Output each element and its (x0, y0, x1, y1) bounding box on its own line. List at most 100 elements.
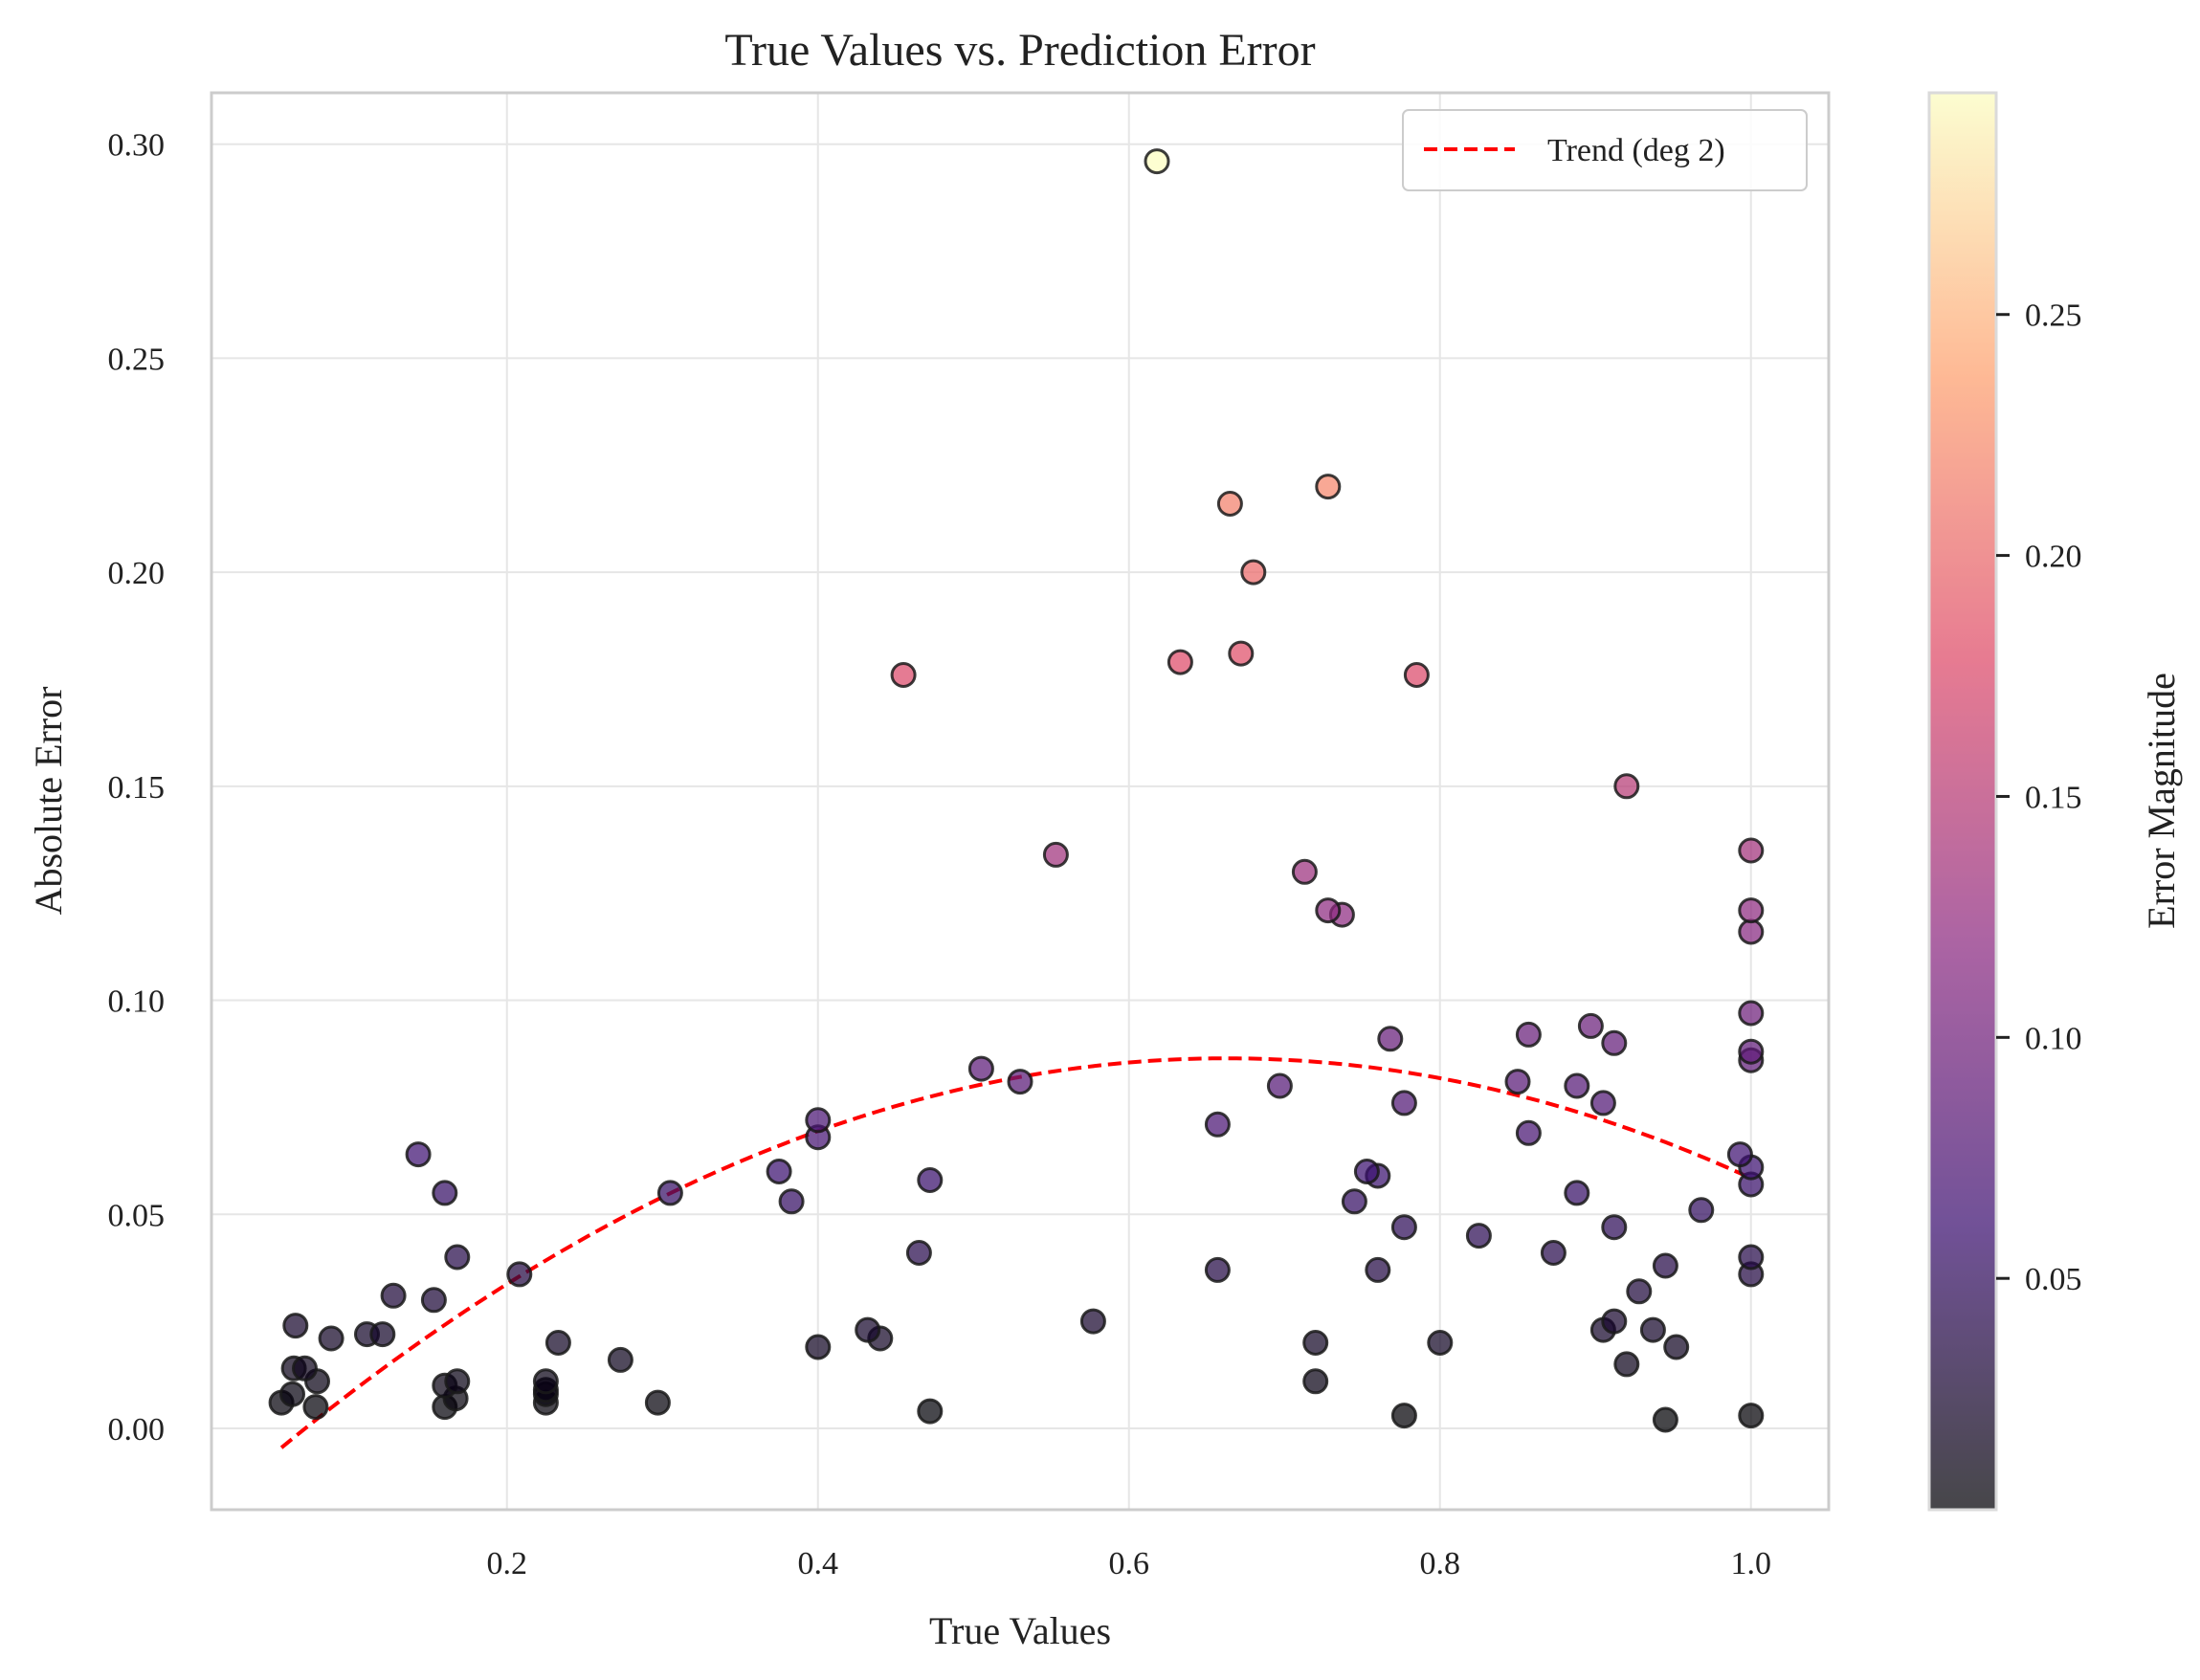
x-tick-label: 0.6 (1109, 1546, 1150, 1581)
data-point (1341, 1188, 1367, 1215)
data-point (1577, 1012, 1604, 1039)
legend-entry-trend: Trend (deg 2) (1547, 133, 1725, 168)
x-tick-label: 0.4 (798, 1546, 839, 1581)
data-point (279, 1381, 305, 1407)
data-point (1540, 1240, 1567, 1266)
colorbar: 0.05 0.10 0.15 0.20 0.25 Error Magnitude (1927, 91, 2183, 1512)
data-point (1564, 1072, 1590, 1099)
data-point (607, 1346, 633, 1373)
x-tick-label: 1.0 (1731, 1546, 1772, 1581)
data-point (917, 1167, 944, 1193)
colorbar-tick-label: 0.10 (2025, 1021, 2082, 1056)
data-point (544, 1330, 571, 1356)
x-axis-title: True Values (929, 1609, 1111, 1652)
colorbar-tick-label: 0.20 (2025, 540, 2082, 575)
data-point (1302, 1368, 1329, 1395)
data-point (1427, 1330, 1454, 1356)
data-point (1515, 1119, 1542, 1146)
colorbar-ticks: 0.05 0.10 0.15 0.20 0.25 (1996, 298, 2082, 1297)
data-point (1144, 148, 1170, 175)
data-point (1240, 559, 1267, 586)
data-point (292, 1355, 318, 1382)
data-point (282, 1313, 309, 1339)
data-point (302, 1394, 329, 1421)
data-point (1589, 1090, 1616, 1116)
y-tick-label: 0.15 (108, 770, 166, 806)
data-point (432, 1180, 458, 1206)
x-tick-label: 0.8 (1420, 1546, 1461, 1581)
colorbar-gradient (1927, 91, 1998, 1512)
data-point (805, 1107, 832, 1134)
data-point (1403, 662, 1430, 688)
y-tick-label: 0.20 (108, 556, 166, 591)
data-point (1228, 640, 1255, 667)
data-point (1007, 1069, 1033, 1095)
data-point (1266, 1072, 1293, 1099)
data-point (1738, 1000, 1765, 1027)
x-tick-label: 0.2 (487, 1546, 528, 1581)
data-point (1390, 1090, 1417, 1116)
points-layer (268, 148, 1765, 1433)
data-point (1302, 1330, 1329, 1356)
data-point (644, 1389, 671, 1416)
data-point (1365, 1256, 1391, 1283)
colorbar-tick-label: 0.25 (2025, 298, 2082, 334)
y-tick-label: 0.30 (108, 128, 166, 164)
grid (211, 93, 1829, 1510)
data-point (1515, 1021, 1542, 1048)
data-point (405, 1141, 432, 1168)
colorbar-tick-label: 0.05 (2025, 1262, 2082, 1297)
data-point (1738, 837, 1765, 864)
plot-frame (210, 91, 1831, 1512)
data-point (1726, 1141, 1753, 1168)
data-point (1688, 1197, 1715, 1224)
data-point (1626, 1278, 1653, 1305)
data-point (1738, 1244, 1765, 1271)
data-point (532, 1368, 559, 1395)
colorbar-title: Error Magnitude (2140, 673, 2183, 929)
data-point (890, 662, 917, 688)
data-point (1291, 858, 1318, 885)
legend-box (1402, 109, 1808, 191)
data-point (380, 1282, 407, 1309)
data-point (656, 1180, 683, 1206)
data-point (1042, 841, 1069, 868)
data-point (1613, 1351, 1640, 1378)
y-axis-ticks: 0.00 0.05 0.10 0.15 0.20 0.25 0.30 (108, 128, 166, 1448)
data-point (1390, 1403, 1417, 1429)
y-tick-label: 0.05 (108, 1198, 166, 1233)
data-point (1613, 773, 1640, 800)
data-point (766, 1159, 792, 1184)
trend-line (279, 1056, 1752, 1449)
legend: Trend (deg 2) (1402, 109, 1808, 191)
data-point (805, 1334, 832, 1360)
x-axis-ticks: 0.2 0.4 0.6 0.8 1.0 (487, 1546, 1772, 1581)
data-point (855, 1316, 881, 1343)
data-point (318, 1325, 344, 1352)
y-tick-label: 0.25 (108, 342, 166, 377)
data-point (1465, 1223, 1492, 1249)
data-point (1504, 1069, 1531, 1095)
data-point (506, 1261, 533, 1288)
data-point (1390, 1214, 1417, 1241)
data-point (1315, 474, 1342, 500)
data-point (1652, 1252, 1678, 1279)
data-point (1204, 1111, 1231, 1138)
data-point (444, 1244, 471, 1271)
colorbar-tick-label: 0.15 (2025, 780, 2082, 815)
data-point (1216, 491, 1243, 517)
data-point (1738, 1038, 1765, 1065)
data-point (1738, 1403, 1765, 1429)
data-point (444, 1368, 471, 1395)
y-axis-title: Absolute Error (27, 687, 70, 916)
data-point (778, 1188, 805, 1215)
data-point (1738, 918, 1765, 945)
data-point (1652, 1406, 1678, 1433)
y-tick-label: 0.00 (108, 1412, 166, 1448)
chart-title: True Values vs. Prediction Error (724, 25, 1315, 76)
trend-layer (279, 1056, 1752, 1449)
data-point (1353, 1159, 1380, 1184)
data-point (905, 1240, 932, 1266)
